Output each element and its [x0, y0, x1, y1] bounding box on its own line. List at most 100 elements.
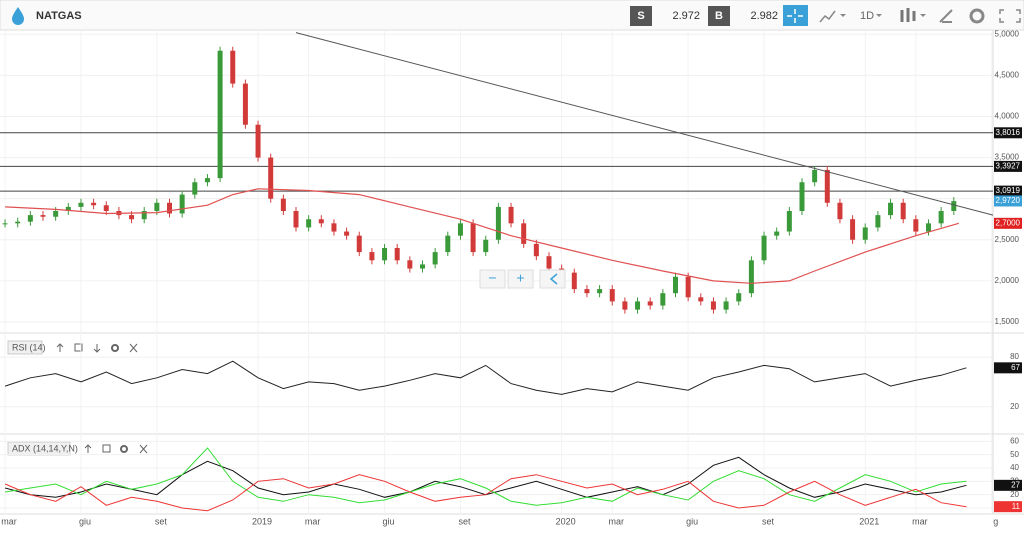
candle — [812, 169, 818, 183]
zoom-out-button[interactable] — [479, 269, 506, 289]
candle — [382, 247, 388, 261]
x-tick-label: mar — [305, 516, 321, 526]
indicator-tools[interactable] — [74, 343, 83, 352]
chart-type-icon[interactable] — [819, 10, 836, 23]
candle — [394, 247, 400, 261]
price-tag — [994, 362, 1022, 374]
candle — [786, 211, 792, 232]
sell-button[interactable] — [630, 6, 652, 26]
x-tick-label: 2021 — [859, 516, 879, 526]
indicator-tools[interactable] — [84, 444, 92, 453]
candle — [129, 215, 135, 220]
y-tick-label: 20 — [1010, 402, 1019, 411]
candle — [204, 178, 210, 183]
candle — [217, 50, 223, 179]
dropdown-arrow — [840, 14, 846, 17]
candle — [495, 206, 501, 240]
share-button[interactable] — [539, 269, 566, 289]
candle — [913, 219, 919, 232]
y-tick-label: 50 — [1010, 450, 1019, 459]
candle — [293, 211, 299, 228]
draw-icon[interactable] — [939, 9, 953, 23]
candle — [774, 231, 780, 236]
candle — [837, 202, 843, 220]
price-tag — [994, 185, 1022, 197]
x-tick-label: 2019 — [252, 516, 272, 526]
y-tick-label: 80 — [1010, 352, 1019, 361]
candle — [331, 223, 337, 232]
candle — [938, 211, 944, 224]
sell-label: S — [637, 10, 644, 22]
adx-title: ADX (14,14,Y,N) — [12, 443, 78, 453]
candle — [27, 215, 33, 222]
candles-icon[interactable] — [900, 8, 916, 22]
candle — [672, 276, 678, 294]
candle — [53, 211, 59, 217]
x-tick-label: set — [458, 516, 471, 526]
zoom-in-label: + — [516, 270, 524, 286]
candle — [647, 301, 653, 306]
interval[interactable]: 1D — [860, 10, 874, 22]
buy-button[interactable] — [708, 6, 730, 26]
price-tag-label: 3,0919 — [996, 186, 1021, 195]
zoom-in-button[interactable] — [507, 269, 534, 289]
trendline — [295, 32, 994, 216]
y-tick-label: 60 — [1010, 436, 1019, 445]
y-tick-label: 2,5000 — [995, 235, 1020, 244]
candle — [407, 260, 413, 269]
indicator-line — [5, 447, 967, 506]
price-tag-label: 3,8016 — [996, 128, 1021, 137]
candle — [483, 239, 489, 253]
candle — [799, 182, 805, 211]
candle — [255, 124, 261, 158]
candle — [306, 219, 312, 228]
crosshair-button[interactable] — [783, 5, 808, 26]
candle — [584, 289, 590, 294]
indicator-settings[interactable] — [111, 344, 119, 352]
y-tick-label: 5,0000 — [995, 29, 1020, 38]
candle — [2, 223, 8, 225]
y-tick-label: 4,5000 — [995, 70, 1020, 79]
indicator-close[interactable] — [139, 444, 148, 454]
candle — [824, 169, 830, 203]
toolbar — [0, 0, 1024, 31]
y-tick-label: 3,5000 — [995, 153, 1020, 162]
price-tag-label: 2,7000 — [996, 218, 1021, 227]
indicator-tools[interactable] — [56, 343, 101, 353]
x-tick-label: mar — [1, 516, 17, 526]
candle — [635, 301, 641, 310]
candle — [369, 252, 375, 261]
sell-price: 2.972 — [672, 10, 700, 22]
candle — [951, 201, 957, 211]
candle — [457, 223, 463, 236]
candle — [356, 235, 362, 253]
indicator-tools[interactable] — [102, 444, 111, 453]
settings-icon[interactable] — [969, 8, 985, 24]
dropdown-arrow — [920, 14, 926, 17]
indicator-tag[interactable] — [7, 340, 43, 355]
candle — [850, 219, 856, 240]
symbol: NATGAS — [36, 10, 82, 22]
candle — [65, 206, 71, 211]
candle — [698, 297, 704, 302]
x-tick-label: mar — [912, 516, 928, 526]
price-tag — [994, 195, 1022, 207]
indicator-close[interactable] — [129, 343, 138, 353]
candle — [533, 243, 539, 257]
candle — [103, 205, 109, 211]
price-tag — [994, 217, 1022, 229]
candle — [597, 289, 603, 294]
y-tick-label: 40 — [1010, 463, 1019, 472]
candle — [91, 202, 97, 206]
buy-price: 2.982 — [750, 10, 778, 22]
share-icon — [549, 273, 558, 285]
candle — [925, 223, 931, 232]
fullscreen-icon[interactable] — [999, 9, 1021, 23]
instrument-icon — [12, 7, 24, 25]
indicator-settings[interactable] — [120, 445, 128, 453]
candle — [736, 293, 742, 302]
x-tick-label: set — [762, 516, 775, 526]
candle — [900, 202, 906, 220]
candle — [521, 223, 527, 244]
